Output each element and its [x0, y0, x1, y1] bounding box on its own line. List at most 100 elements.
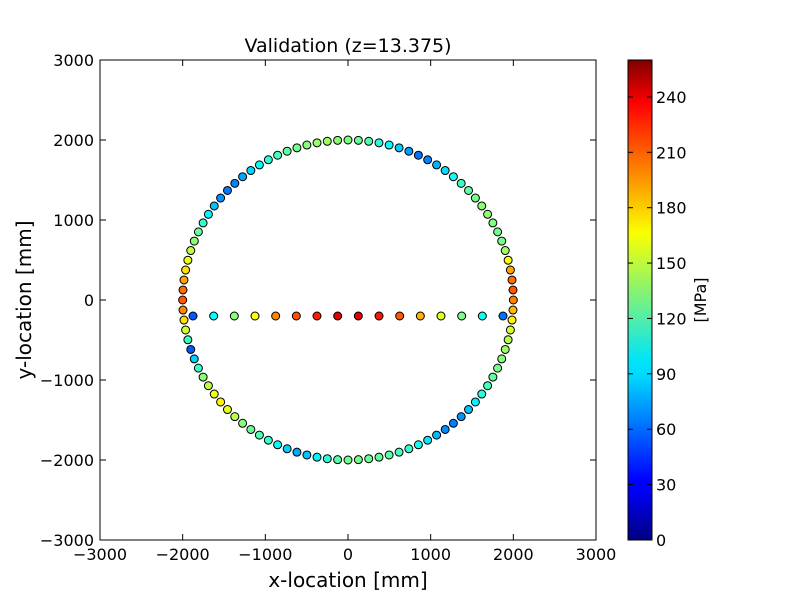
circle-point: [193, 227, 203, 237]
colorbar-ticks: 0 30 60 90 120 150 180 210 240: [628, 88, 687, 550]
line-point: [312, 311, 322, 321]
circle-point: [183, 255, 193, 265]
colorbar-tick-label: 0: [656, 531, 666, 550]
circle-point: [508, 295, 518, 305]
circle-point: [302, 140, 312, 150]
circle-point: [282, 444, 292, 454]
y-tick-label: 3000: [53, 51, 94, 70]
plot-area: [99, 59, 597, 541]
circle-point: [507, 315, 517, 325]
colorbar-tick-label: 240: [656, 88, 687, 107]
circle-point: [312, 452, 322, 462]
circle-point: [292, 143, 302, 153]
x-tick-label: −3000: [73, 545, 127, 564]
line-point: [395, 311, 405, 321]
line-point: [415, 311, 425, 321]
circle-point: [353, 135, 363, 145]
circle-point: [230, 178, 240, 188]
circle-point: [384, 450, 394, 460]
circle-point: [364, 136, 374, 146]
circle-point: [189, 354, 199, 364]
x-tick-label: −1000: [238, 545, 292, 564]
circle-point: [456, 178, 466, 188]
line-point: [250, 311, 260, 321]
line-point: [457, 311, 467, 321]
circle-point: [448, 172, 458, 182]
circle-point: [179, 315, 189, 325]
circle-point: [507, 275, 517, 285]
circle-point: [246, 166, 256, 176]
chart-title: Validation (z=13.375): [244, 35, 451, 57]
y-tick-labels: −3000 −2000 −1000 0 1000 2000 3000: [40, 51, 94, 550]
colorbar-tick-label: 210: [656, 143, 687, 162]
circle-point: [364, 454, 374, 464]
circle-point: [322, 454, 332, 464]
colorbar-gradient: [627, 59, 653, 541]
circle-point: [423, 155, 433, 165]
circle-point: [222, 405, 232, 415]
line-point: [188, 311, 198, 321]
circle-point: [273, 440, 283, 450]
circle-point: [500, 246, 510, 256]
circle-point: [488, 372, 498, 382]
circle-point: [186, 344, 196, 354]
circle-point: [203, 381, 213, 391]
circle-point: [343, 135, 353, 145]
x-tick-label: 0: [343, 545, 353, 564]
circle-point: [216, 193, 226, 203]
circle-point: [186, 246, 196, 256]
circle-point: [497, 236, 507, 246]
circle-point: [440, 424, 450, 434]
y-tick-label: −1000: [40, 371, 94, 390]
circle-point: [508, 305, 518, 315]
line-point: [436, 311, 446, 321]
circle-point: [456, 412, 466, 422]
circle-point: [477, 201, 487, 211]
colorbar-tick-label: 180: [656, 199, 687, 218]
y-tick-label: −3000: [40, 531, 94, 550]
x-tick-label: 2000: [493, 545, 534, 564]
circle-point: [483, 209, 493, 219]
y-tick-label: 2000: [53, 131, 94, 150]
circle-point: [413, 150, 423, 160]
circle-point: [493, 227, 503, 237]
circle-point: [322, 136, 332, 146]
y-tick-label: 0: [84, 291, 94, 310]
x-tick-labels: −3000 −2000 −1000 0 1000 2000 3000: [73, 545, 616, 564]
circle-point: [448, 418, 458, 428]
line-point: [477, 311, 487, 321]
circle-point: [292, 447, 302, 457]
circle-point: [203, 209, 213, 219]
circle-point: [193, 363, 203, 373]
circle-point: [333, 455, 343, 465]
circle-point: [464, 185, 474, 195]
colorbar-label: [MPa]: [691, 277, 710, 322]
line-point: [333, 311, 343, 321]
circle-point: [413, 440, 423, 450]
plot-frame: [99, 59, 597, 541]
circle-point: [470, 397, 480, 407]
circle-point: [282, 146, 292, 156]
circle-point: [423, 435, 433, 445]
colorbar-tick-label: 150: [656, 254, 687, 273]
line-point: [498, 311, 508, 321]
circle-point: [503, 255, 513, 265]
circle-point: [181, 265, 191, 275]
circle-point: [209, 201, 219, 211]
circle-point: [198, 218, 208, 228]
circle-point: [404, 146, 414, 156]
circle-point: [497, 354, 507, 364]
circle-point: [404, 444, 414, 454]
circle-point: [384, 140, 394, 150]
circle-point: [183, 335, 193, 345]
circle-point: [470, 193, 480, 203]
circle-point: [178, 285, 188, 295]
colorbar: 0 30 60 90 120 150 180 210 240 [MPa]: [627, 59, 710, 550]
circle-point: [488, 218, 498, 228]
circle-point: [254, 430, 264, 440]
circle-point: [333, 135, 343, 145]
x-axis-label: x-location [mm]: [268, 568, 427, 592]
circle-point: [394, 143, 404, 153]
circle-point: [246, 424, 256, 434]
